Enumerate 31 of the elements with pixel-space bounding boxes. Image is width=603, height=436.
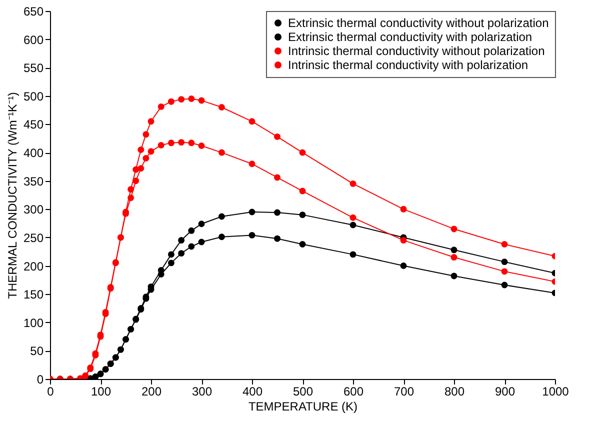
y-tick-label: 100 (23, 316, 44, 330)
x-tick-label: 800 (444, 384, 465, 398)
y-tick-label: 650 (23, 4, 44, 18)
x-tick-label: 100 (90, 384, 112, 398)
y-tick-label: 450 (23, 118, 44, 132)
y-tick-label: 250 (23, 230, 44, 245)
x-tick-label: 900 (494, 384, 516, 398)
legend-label: Extrinsic thermal conductivity without polarization (288, 16, 549, 30)
x-tick-label: 0 (47, 384, 54, 398)
y-tick-label: 400 (23, 146, 44, 160)
y-tick-label: 350 (23, 174, 44, 188)
legend-label: Intrinsic thermal conductivity with polarization (288, 58, 528, 72)
legend-label: Intrinsic thermal conductivity without polarization (288, 44, 545, 58)
y-tick-label: 300 (23, 202, 44, 217)
y-tick-label: 200 (23, 259, 44, 274)
y-tick-label: 600 (23, 32, 44, 47)
legend-label: Extrinsic thermal conductivity with polarization (288, 30, 532, 44)
x-tick-label: 200 (141, 384, 162, 398)
y-tick-label: 0 (36, 372, 44, 386)
y-tick-label: 550 (23, 61, 44, 76)
x-tick-label: 600 (343, 384, 364, 398)
x-tick-label: 300 (192, 384, 212, 398)
y-tick-label: 150 (23, 288, 44, 302)
x-tick-label: 1000 (542, 384, 570, 398)
y-axis-title: THERMAL CONDUCTIVITY (Wm⁻¹K⁻¹) (5, 92, 20, 299)
x-tick-label: 700 (394, 384, 414, 398)
x-tick-label: 500 (292, 384, 314, 398)
x-tick-label: 400 (242, 384, 263, 398)
y-tick-label: 50 (30, 344, 44, 358)
x-axis-title: TEMPERATURE (K) (248, 400, 358, 414)
y-tick-label: 500 (23, 89, 44, 104)
